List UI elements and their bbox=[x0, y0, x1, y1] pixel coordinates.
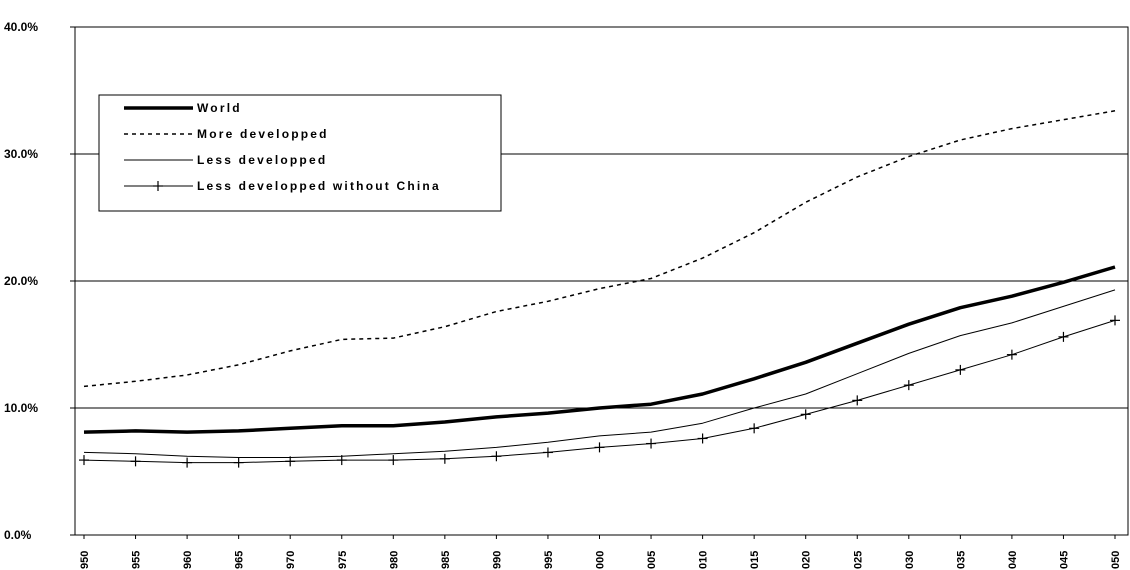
legend-item: More developped bbox=[124, 127, 329, 141]
series-line-1 bbox=[83, 265, 1116, 434]
series-line-3 bbox=[83, 289, 1116, 458]
data-point-marker bbox=[336, 455, 347, 466]
x-tick-label: 025 bbox=[852, 551, 864, 569]
x-tick-label: 035 bbox=[955, 551, 967, 569]
data-point-marker bbox=[1006, 349, 1017, 360]
legend-item: World bbox=[124, 101, 242, 115]
y-tick-label: 20.0% bbox=[4, 274, 38, 288]
plot-area-frame bbox=[74, 26, 1129, 536]
x-tick-label: 995 bbox=[543, 551, 555, 569]
data-point-marker bbox=[1110, 315, 1120, 326]
data-point-marker bbox=[233, 457, 244, 468]
x-tick-label: 975 bbox=[337, 551, 349, 569]
data-point-marker bbox=[697, 433, 708, 444]
legend-item: Less developped bbox=[124, 153, 327, 167]
data-point-marker bbox=[182, 457, 193, 468]
x-tick-label: 045 bbox=[1058, 551, 1070, 569]
legend-items: World More developped Less developped Less … bbox=[124, 101, 441, 193]
legend-label: World bbox=[197, 101, 242, 115]
x-tick-label: 020 bbox=[801, 551, 813, 569]
data-point-marker bbox=[903, 380, 914, 391]
x-tick-label: 985 bbox=[440, 551, 452, 569]
data-point-marker bbox=[542, 447, 553, 458]
data-point-marker bbox=[388, 455, 399, 466]
x-tick-label: 950 bbox=[79, 551, 91, 569]
x-tick-label: 015 bbox=[749, 551, 761, 569]
data-point-marker bbox=[130, 456, 141, 467]
y-tick-label: 30.0% bbox=[4, 147, 38, 161]
y-tick-label: 0.0% bbox=[4, 528, 32, 542]
data-point-marker bbox=[594, 442, 605, 453]
legend-label: More developped bbox=[197, 127, 329, 141]
x-tick-label: 970 bbox=[285, 551, 297, 569]
x-tick-label: 990 bbox=[491, 551, 503, 569]
x-tick-label: 050 bbox=[1110, 551, 1122, 569]
y-tick-label: 40.0% bbox=[4, 20, 38, 34]
x-axis-ticks: 950 955 960 965 970 975 980 985 990 995 000 005 010 0… bbox=[79, 535, 1122, 569]
legend-box bbox=[98, 94, 502, 212]
data-point-marker bbox=[852, 395, 863, 406]
data-point-marker bbox=[285, 456, 296, 467]
data-point-marker bbox=[646, 438, 657, 449]
legend-label: Less developped bbox=[197, 153, 327, 167]
series-lines bbox=[79, 110, 1120, 468]
x-tick-label: 955 bbox=[131, 551, 143, 569]
data-point-marker bbox=[491, 451, 502, 462]
x-tick-label: 980 bbox=[388, 551, 400, 569]
x-tick-label: 005 bbox=[646, 551, 658, 569]
data-point-marker bbox=[1058, 331, 1069, 342]
legend-label: Less developped without China bbox=[197, 179, 441, 193]
data-point-marker bbox=[749, 423, 760, 434]
x-tick-label: 040 bbox=[1007, 551, 1019, 569]
data-point-marker bbox=[800, 409, 811, 420]
data-point-marker bbox=[79, 455, 89, 466]
x-tick-label: 030 bbox=[904, 551, 916, 569]
legend: World More developped Less developped Less … bbox=[98, 94, 502, 212]
y-axis-ticks: 0.0% 10.0% 20.0% 30.0% 40.0% bbox=[4, 20, 75, 542]
x-tick-label: 010 bbox=[698, 551, 710, 569]
data-point-marker bbox=[955, 364, 966, 375]
x-tick-label: 960 bbox=[182, 551, 194, 569]
x-tick-label: 000 bbox=[595, 551, 607, 569]
y-tick-label: 10.0% bbox=[4, 401, 38, 415]
x-tick-label: 965 bbox=[234, 551, 246, 569]
series-line-4 bbox=[83, 319, 1116, 464]
legend-item: Less developped without China bbox=[124, 179, 441, 193]
data-point-marker bbox=[439, 453, 450, 464]
